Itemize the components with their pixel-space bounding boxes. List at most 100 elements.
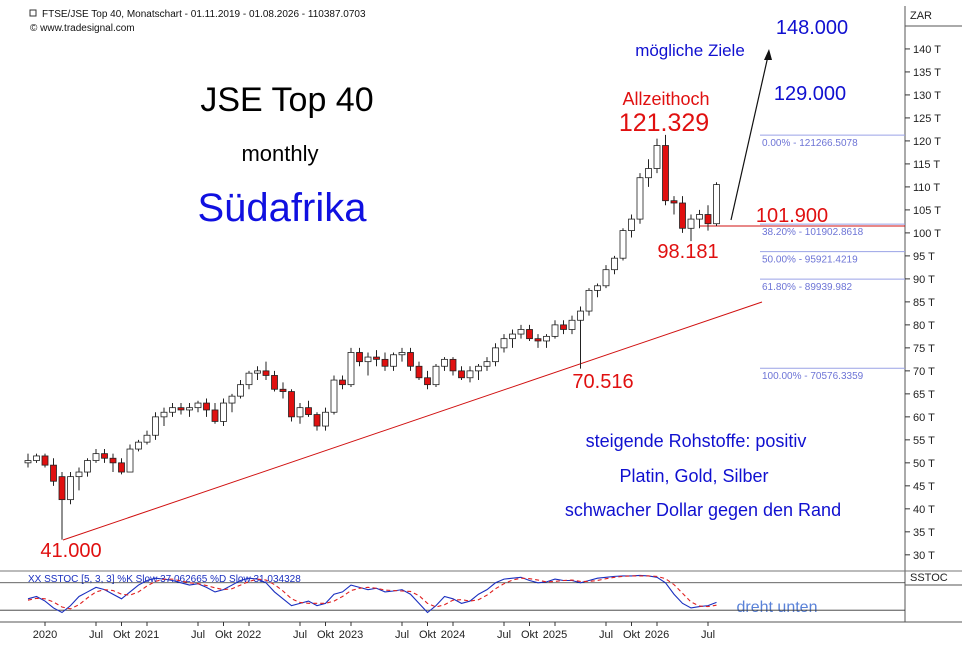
candle-body [483, 361, 491, 367]
annotation: 101.900 [756, 205, 828, 227]
candle-body [194, 402, 202, 409]
candle-body [347, 352, 355, 386]
candle-body [432, 365, 440, 386]
candle-body [177, 407, 185, 411]
annotation: Platin, Gold, Silber [619, 466, 768, 486]
candle-body [330, 379, 338, 413]
candle-body [543, 335, 550, 342]
candle-body [186, 407, 193, 411]
y-axis-label: ZAR [910, 10, 932, 22]
header-icon [29, 9, 37, 17]
y-tick-label: 135 T [913, 67, 941, 79]
target-arrow [730, 55, 769, 221]
candle-body [152, 416, 159, 436]
x-tick-label: Okt [317, 629, 334, 641]
candle-body [492, 347, 499, 363]
candle-body [560, 324, 567, 330]
candle-body [92, 453, 100, 461]
candle-body [500, 338, 508, 349]
candle-body [704, 214, 712, 225]
candle-body [458, 370, 465, 379]
annotation: 148.000 [776, 17, 848, 39]
header-source: © www.tradesignal.com [30, 23, 135, 34]
candle-body [594, 285, 601, 291]
y-tick-label: 45 T [913, 481, 935, 493]
candle-body [41, 455, 49, 466]
y-tick-label: 105 T [913, 205, 941, 217]
x-tick-label: Okt [113, 629, 130, 641]
candle-body [585, 289, 593, 312]
x-tick-label: Jul [293, 629, 307, 641]
y-tick-label: 130 T [913, 90, 941, 102]
candle-body [373, 356, 380, 360]
y-tick-label: 120 T [913, 136, 941, 148]
trend-line [62, 301, 763, 541]
fib-label: 0.00% - 121266.5078 [762, 138, 858, 149]
candle-body [636, 177, 644, 220]
candle-body [322, 411, 329, 427]
y-tick-label: 60 T [913, 412, 935, 424]
candle-body [466, 370, 474, 379]
candle-body [67, 476, 74, 501]
annotation: 121.329 [619, 109, 709, 137]
y-tick-label: 55 T [913, 435, 935, 447]
candle-body [653, 145, 661, 169]
candle-body [679, 202, 686, 229]
annotation-subtitle: monthly [241, 141, 318, 166]
y-tick-label: 90 T [913, 274, 935, 286]
x-tick-label: Jul [395, 629, 409, 641]
candle-body [228, 395, 236, 404]
stoch-line [27, 574, 717, 614]
candle-body [118, 462, 125, 473]
candle-body [390, 354, 397, 367]
y-tick-label: 125 T [913, 113, 941, 125]
candle-body [58, 476, 66, 501]
candle-body [415, 365, 423, 379]
candle-body [109, 457, 117, 464]
y-tick-label: 95 T [913, 251, 935, 263]
y-tick-label: 35 T [913, 527, 935, 539]
candle-body [24, 460, 32, 464]
x-tick-label: 2025 [543, 629, 567, 641]
fib-label: 61.80% - 89939.982 [762, 282, 853, 293]
candle-body [577, 310, 584, 321]
candle-body [526, 329, 533, 340]
y-tick-label: 65 T [913, 389, 935, 401]
annotation-title: JSE Top 40 [200, 81, 373, 119]
x-tick-label: 2020 [33, 629, 57, 641]
candle-body [687, 218, 695, 229]
candle-body [551, 324, 559, 337]
candle-body [211, 409, 219, 422]
y-tick-label: 85 T [913, 297, 935, 309]
candle-body [203, 402, 210, 411]
annotation: schwacher Dollar gegen den Rand [565, 500, 841, 520]
fib-label: 38.20% - 101902.8618 [762, 227, 864, 238]
candle-body [381, 358, 389, 367]
y-tick-label: 140 T [913, 44, 941, 56]
y-tick-label: 30 T [913, 550, 935, 562]
x-tick-label: Jul [599, 629, 613, 641]
candle-body [220, 402, 227, 422]
y-tick-label: 75 T [913, 343, 935, 355]
annotation: 129.000 [774, 83, 846, 105]
x-tick-label: Jul [191, 629, 205, 641]
annotation: steigende Rohstoffe: positiv [586, 431, 807, 451]
annotation: Allzeithoch [622, 89, 709, 109]
annotation: 41.000 [40, 540, 101, 562]
candle-body [262, 370, 270, 376]
fib-label: 100.00% - 70576.3359 [762, 371, 864, 382]
candle-body [619, 230, 627, 259]
candle-body [50, 464, 57, 482]
candle-body [628, 218, 635, 231]
y-tick-label: 70 T [913, 366, 935, 378]
candle-body [288, 391, 295, 418]
candle-body [296, 407, 304, 418]
annotation: 98.181 [657, 241, 718, 263]
x-tick-label: 2023 [339, 629, 363, 641]
x-tick-label: Okt [521, 629, 538, 641]
candle-body [611, 257, 618, 271]
x-tick-label: Okt [215, 629, 232, 641]
annotation: mögliche Ziele [635, 41, 745, 60]
candle-body [441, 358, 448, 367]
